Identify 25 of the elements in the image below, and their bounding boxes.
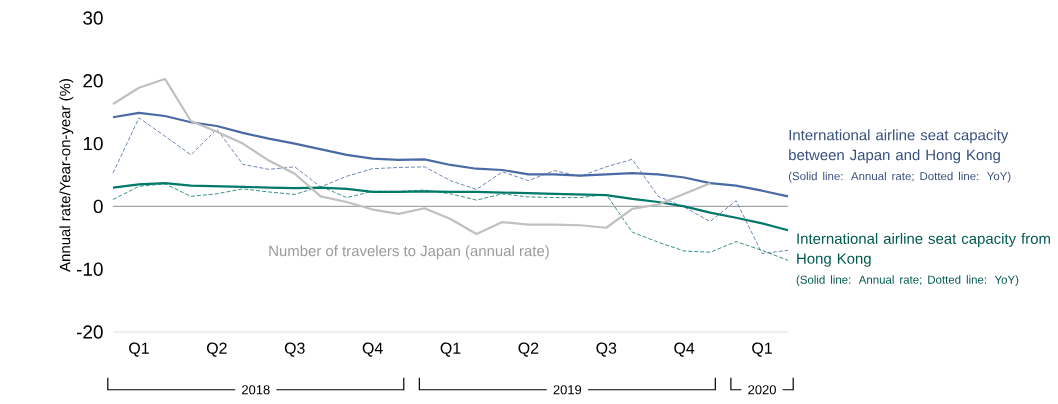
y-axis-title: Annual rate/Year-on-year (%) xyxy=(59,79,74,272)
line-series xyxy=(112,183,789,261)
text: International airline seat capacity between Japan and Hong Kong xyxy=(789,129,1009,164)
y-tick-label: -20 xyxy=(76,325,103,339)
x-tick-label: Q1 xyxy=(752,342,772,357)
x-tick-label: Q2 xyxy=(206,342,227,357)
x-tick-label: Q3 xyxy=(284,342,305,357)
x-tick-label: Q4 xyxy=(362,342,383,357)
text: 2018 xyxy=(242,385,270,395)
y-tick-label: 0 xyxy=(93,199,103,214)
y-tick-label: 30 xyxy=(83,11,103,25)
x-tick-label: Q3 xyxy=(596,342,617,357)
x-tick-label: Q1 xyxy=(129,342,149,357)
x-tick-label: Q4 xyxy=(674,342,695,357)
text: 2020 xyxy=(748,385,776,395)
text: 2019 xyxy=(553,385,582,395)
y-tick-label: -10 xyxy=(76,262,103,276)
x-tick-label: Q2 xyxy=(518,342,539,357)
series-label: Number of travelers to Japan (annual rate) xyxy=(269,245,549,260)
x-tick-label: Q1 xyxy=(440,342,461,357)
text: (Solid line: Annual rate; Dotted line: YoY) xyxy=(796,275,1019,287)
text: (Solid line: Annual rate; Dotted line: YoY) xyxy=(788,171,1011,183)
y-tick-label: 10 xyxy=(83,136,103,151)
y-tick-label: 20 xyxy=(83,74,103,88)
series-label: International airline seat capacity from Hong Kong xyxy=(797,232,1050,267)
